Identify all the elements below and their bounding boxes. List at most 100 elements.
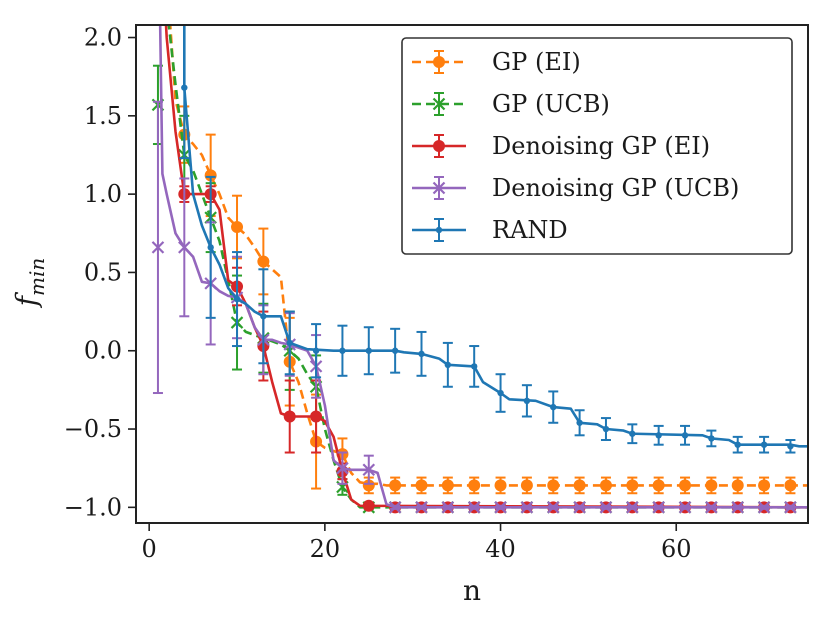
- error-bar: [415, 476, 428, 495]
- data-point: [681, 432, 689, 439]
- marker-stroke: [494, 501, 507, 514]
- data-point: [708, 435, 715, 442]
- error-bar: [574, 409, 585, 437]
- error-bar: [337, 324, 348, 377]
- data-point: [286, 339, 293, 347]
- marker-stroke: [336, 461, 349, 475]
- data-point: [362, 499, 375, 512]
- data-point: [573, 501, 586, 514]
- series-line: [168, 25, 808, 487]
- error-bar: [469, 345, 480, 388]
- y-axis-label: fmin: [10, 258, 49, 309]
- error-bar: [626, 501, 639, 514]
- data-point: [389, 479, 402, 492]
- legend-entry: RAND: [412, 216, 568, 244]
- data-point: [705, 479, 718, 492]
- data-point: [734, 441, 741, 448]
- error-bar: [495, 373, 506, 413]
- data-point: [283, 410, 296, 423]
- data-point: [310, 410, 323, 423]
- error-bar: [441, 501, 455, 514]
- x-tick-label: 0: [142, 535, 157, 563]
- data-point: [599, 479, 612, 492]
- error-bar: [151, 100, 165, 395]
- data-point: [444, 361, 452, 369]
- legend-label: Denoising GP (EI): [492, 132, 710, 160]
- marker-stroke: [626, 501, 639, 514]
- error-bar: [336, 451, 349, 485]
- data-point: [415, 479, 428, 492]
- error-bar: [520, 476, 533, 495]
- x-tick-label: 40: [485, 535, 516, 563]
- data-point: [468, 479, 481, 492]
- data-point: [391, 347, 399, 354]
- error-bar: [416, 330, 427, 377]
- error-bar: [599, 501, 613, 514]
- error-bar: [573, 476, 586, 495]
- data-point: [705, 501, 718, 514]
- data-point: [731, 479, 744, 492]
- legend: GP (EI) GP (UCB) Denoising GP (EI) Denoisin…: [401, 37, 793, 255]
- error-bar: [680, 424, 691, 446]
- error-bar: [653, 424, 664, 446]
- error-bar: [784, 476, 797, 495]
- data-point: [470, 363, 478, 370]
- data-point: [678, 501, 692, 514]
- x-axis-label: n: [463, 574, 481, 607]
- error-bar: [678, 501, 692, 514]
- data-point: [151, 241, 165, 254]
- data-point: [520, 501, 534, 514]
- data-point: [204, 169, 217, 182]
- y-tick-label: 2.0: [84, 24, 122, 52]
- legend-entry: Denoising GP (EI): [412, 132, 710, 160]
- legend-marker: [433, 56, 445, 68]
- data-point: [599, 501, 613, 514]
- marker-stroke: [784, 501, 797, 514]
- marker-stroke: [678, 501, 692, 514]
- legend-marker: [435, 226, 443, 234]
- marker-stroke: [432, 97, 446, 111]
- marker-stroke: [573, 501, 586, 514]
- error-bar: [179, 25, 190, 160]
- data-point: [494, 501, 507, 514]
- data-point: [312, 347, 320, 354]
- error-bar: [178, 177, 191, 318]
- marker-stroke: [388, 501, 402, 514]
- data-point: [231, 221, 244, 234]
- marker-stroke: [432, 181, 446, 195]
- marker-stroke: [652, 501, 665, 514]
- data-point: [362, 463, 376, 477]
- error-bar: [758, 476, 771, 495]
- data-point: [784, 501, 797, 514]
- error-bar: [546, 501, 560, 514]
- error-bar: [232, 251, 243, 348]
- error-bar: [731, 501, 745, 514]
- marker-stroke: [178, 241, 191, 254]
- data-point: [652, 501, 665, 514]
- data-point: [494, 479, 507, 492]
- legend-marker: [433, 140, 445, 152]
- data-point: [784, 479, 797, 492]
- legend-label: RAND: [492, 216, 568, 244]
- data-point: [497, 389, 504, 397]
- error-bar: [390, 327, 401, 374]
- x-tick-label: 20: [310, 535, 341, 563]
- error-bar: [231, 194, 244, 260]
- data-point: [679, 479, 692, 492]
- data-point: [626, 479, 639, 492]
- marker-stroke: [705, 501, 718, 514]
- error-bar: [627, 423, 638, 445]
- error-bar: [652, 501, 665, 514]
- error-bar: [363, 326, 374, 376]
- data-point: [652, 479, 665, 492]
- marker-stroke: [731, 501, 745, 514]
- error-bar: [520, 501, 534, 514]
- legend-entry: Denoising GP (UCB): [412, 174, 739, 202]
- marker-stroke: [362, 463, 376, 477]
- marker-stroke: [599, 501, 613, 514]
- error-bar: [652, 476, 665, 495]
- data-point: [441, 501, 455, 514]
- error-bar: [521, 384, 532, 418]
- series-4: [179, 25, 808, 454]
